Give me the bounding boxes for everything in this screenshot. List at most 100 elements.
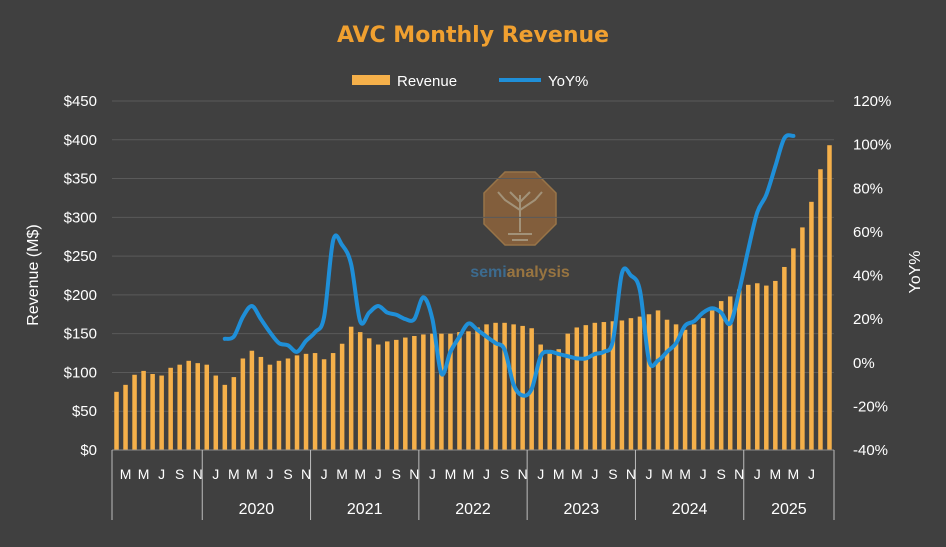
x-month-label: N (193, 466, 203, 482)
y-tick-label: $50 (72, 403, 97, 420)
revenue-bar (421, 334, 426, 450)
x-month-label: J (808, 466, 815, 482)
yoy-line-layer (222, 133, 796, 398)
chart-title: AVC Monthly Revenue (337, 23, 609, 48)
revenue-bar (366, 338, 372, 450)
revenue-bar (276, 360, 282, 450)
y2-tick-label: 60% (853, 224, 883, 241)
x-month-label: J (483, 466, 490, 482)
x-month-label: S (392, 466, 401, 482)
x-month-label: N (409, 466, 419, 482)
x-month-label: M (120, 466, 132, 482)
y2-tick-label: 80% (853, 180, 883, 197)
revenue-bar (484, 324, 489, 450)
x-month-label: J (754, 466, 761, 482)
legend-revenue-label: Revenue (397, 73, 457, 90)
revenue-bar (439, 333, 444, 450)
revenue-bar (258, 356, 264, 450)
revenue-bar (394, 339, 399, 450)
revenue-bar (673, 324, 679, 450)
revenue-bar (123, 384, 128, 450)
revenue-bar (430, 333, 435, 450)
legend: Revenue YoY% (352, 73, 588, 90)
revenue-bar (132, 374, 137, 450)
watermark-text: semianalysis (470, 264, 570, 281)
x-month-label: S (717, 466, 726, 482)
y-axis-right: -40% -20% 0% 20% 40% 60% 80% 100% 120% (853, 93, 891, 459)
revenue-bar (800, 227, 805, 450)
revenue-bar (574, 327, 580, 450)
revenue-bar (475, 327, 480, 450)
revenue-bar (240, 358, 246, 450)
x-month-label: J (537, 466, 544, 482)
revenue-bar (818, 169, 823, 450)
revenue-bar (709, 310, 715, 450)
revenue-bar (746, 284, 751, 450)
y2-tick-label: 40% (853, 268, 883, 285)
x-year-label: 2022 (455, 501, 491, 518)
x-month-label: J (212, 466, 219, 482)
revenue-bar (736, 289, 742, 450)
y-axis-title: Revenue (M$) (25, 224, 42, 325)
x-month-label: J (429, 466, 436, 482)
revenue-bar (385, 341, 390, 450)
y2-tick-label: 0% (853, 355, 875, 372)
revenue-bar (809, 201, 814, 450)
revenue-bar (231, 377, 237, 450)
revenue-bar (682, 329, 688, 450)
revenue-bar (448, 333, 453, 450)
x-month-label: J (266, 466, 273, 482)
legend-revenue-swatch (352, 75, 390, 85)
gridlines (112, 100, 834, 412)
revenue-bar (312, 353, 318, 450)
x-month-label: J (321, 466, 328, 482)
y-axis-left: $0 $50 $100 $150 $200 $250 $300 $350 $400 $450 (64, 93, 97, 459)
revenue-bar (556, 349, 561, 450)
revenue-bar (213, 375, 219, 450)
revenue-bar (330, 353, 336, 450)
revenue-bar (321, 359, 327, 450)
x-year-label: 2023 (564, 501, 600, 518)
x-month-label: N (734, 466, 744, 482)
revenue-bar (655, 310, 661, 450)
revenue-bar (285, 358, 291, 450)
revenue-bar (303, 353, 309, 450)
revenue-bar (150, 373, 155, 450)
x-month-label: J (700, 466, 707, 482)
revenue-bar (267, 364, 273, 450)
revenue-bar (457, 332, 462, 450)
x-month-label: M (138, 466, 150, 482)
revenue-bar (195, 363, 200, 450)
y-tick-label: $400 (64, 132, 97, 149)
revenue-bar (637, 316, 643, 450)
x-axis: M M J S N J M M J S N J M M J S N J M M J S N J M M J S N J M M J S N J M M J2… (111, 449, 835, 520)
x-month-label: J (645, 466, 652, 482)
x-month-label: J (591, 466, 598, 482)
revenue-bar (583, 325, 589, 450)
x-month-label: M (354, 466, 366, 482)
revenue-bar (493, 322, 498, 450)
y-tick-label: $0 (80, 442, 97, 459)
revenue-bar (773, 280, 778, 450)
x-year-label: 2024 (672, 501, 708, 518)
yoy-line (222, 133, 796, 398)
revenue-bar (718, 301, 724, 450)
revenue-bar (565, 333, 571, 450)
revenue-bar (664, 319, 670, 450)
revenue-bar (691, 324, 697, 450)
revenue-bar (791, 248, 796, 450)
y2-tick-label: 100% (853, 137, 891, 154)
revenue-bar (610, 321, 616, 450)
x-month-label: M (553, 466, 565, 482)
x-month-label: N (518, 466, 528, 482)
revenue-bar (502, 322, 507, 450)
revenue-bar (755, 283, 760, 450)
x-month-label: S (175, 466, 184, 482)
revenue-bar (827, 145, 832, 450)
revenue-bars (114, 145, 832, 450)
revenue-bar (520, 325, 525, 450)
revenue-bar (222, 384, 228, 450)
revenue-bar (357, 332, 363, 450)
